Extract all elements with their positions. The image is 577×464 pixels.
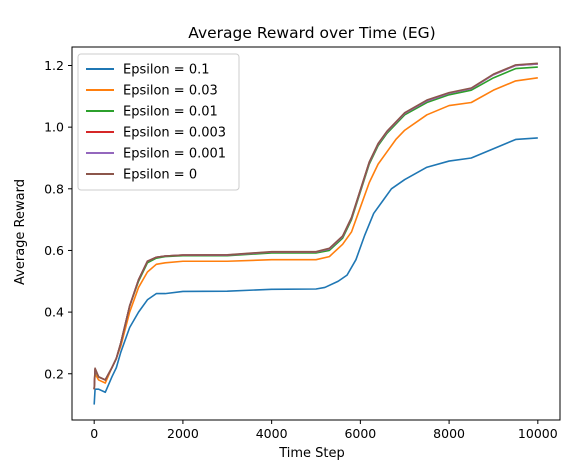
x-tick-label: 0 — [90, 426, 98, 441]
legend-label-1: Epsilon = 0.03 — [123, 84, 218, 99]
legend-label-5: Epsilon = 0 — [123, 168, 197, 183]
x-tick-label: 2000 — [167, 426, 199, 441]
chart-title: Average Reward over Time (EG) — [188, 24, 435, 42]
legend-label-3: Epsilon = 0.003 — [123, 126, 226, 141]
plot-frame — [71, 46, 561, 421]
x-tick-label: 4000 — [256, 426, 288, 441]
x-tick-label: 6000 — [344, 426, 376, 441]
legend-box — [77, 53, 240, 191]
legend: Epsilon = 0.1 Epsilon = 0.03 Epsilon = 0.0… — [77, 53, 240, 191]
legend-label-2: Epsilon = 0.01 — [123, 105, 218, 120]
y-axis-label: Average Reward — [13, 179, 28, 285]
y-tick-label: 0.6 — [44, 243, 64, 258]
y-tick-label: 1.2 — [44, 58, 64, 73]
series-line-0 — [93, 137, 538, 405]
x-axis-ticks: 0 2000 4000 6000 8000 10000 — [90, 420, 558, 441]
legend-label-4: Epsilon = 0.001 — [123, 147, 226, 162]
x-tick-label: 10000 — [518, 426, 558, 441]
series-layer — [93, 62, 538, 405]
x-axis-label: Time Step — [278, 446, 345, 461]
y-tick-label: 0.4 — [44, 305, 64, 320]
y-tick-label: 0.8 — [44, 181, 64, 196]
y-tick-label: 0.2 — [44, 366, 64, 381]
y-tick-label: 1.0 — [44, 120, 64, 135]
x-tick-label: 8000 — [433, 426, 465, 441]
y-axis-ticks: 0.2 0.4 0.6 0.8 1.0 1.2 — [44, 58, 72, 381]
legend-label-0: Epsilon = 0.1 — [123, 63, 210, 78]
series-line-5 — [93, 62, 538, 390]
